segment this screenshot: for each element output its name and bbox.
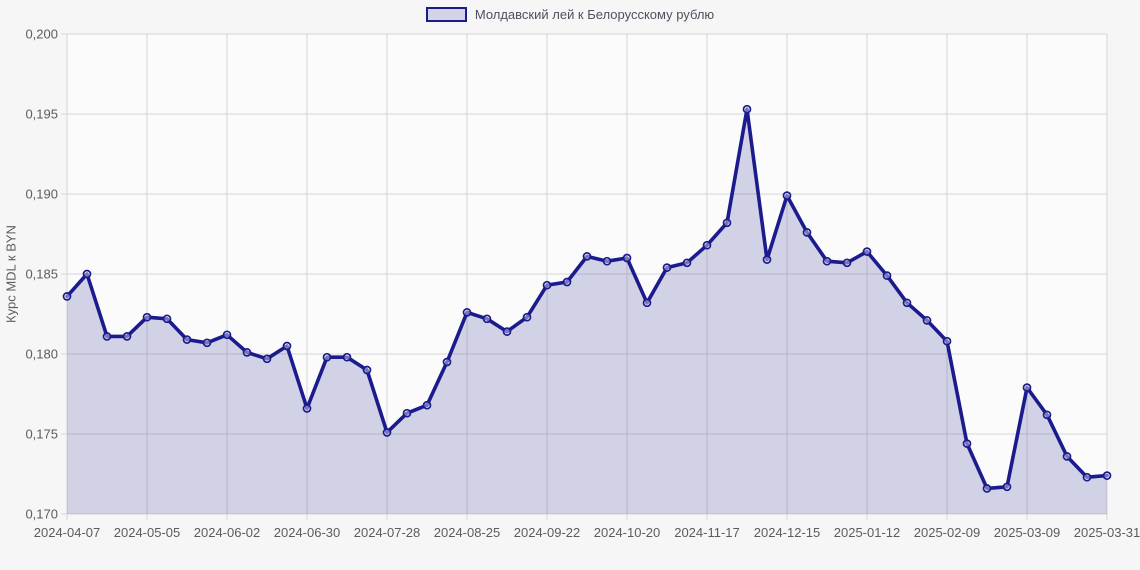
data-point-marker[interactable] xyxy=(982,484,992,493)
x-tick-label: 2025-01-12 xyxy=(834,525,901,540)
data-point-marker[interactable] xyxy=(322,352,332,362)
y-tick-label: 0,175 xyxy=(25,427,58,442)
y-tick-label: 0,185 xyxy=(25,267,58,282)
data-point-marker[interactable] xyxy=(842,258,852,268)
data-point-marker[interactable] xyxy=(62,292,72,301)
data-point-marker[interactable] xyxy=(122,332,132,341)
y-tick-label: 0,190 xyxy=(25,187,58,202)
data-point-marker[interactable] xyxy=(1022,383,1032,392)
x-tick-label: 2024-06-02 xyxy=(194,525,261,540)
x-tick-label: 2024-05-05 xyxy=(114,525,181,540)
data-point-marker[interactable] xyxy=(702,240,712,250)
data-point-marker[interactable] xyxy=(282,341,292,351)
data-point-marker[interactable] xyxy=(942,336,952,346)
data-point-marker[interactable] xyxy=(1002,482,1012,492)
data-point-marker[interactable] xyxy=(682,258,692,268)
data-point-marker[interactable] xyxy=(1102,471,1112,480)
data-point-marker[interactable] xyxy=(82,269,92,279)
data-point-marker[interactable] xyxy=(742,104,752,114)
data-point-marker[interactable] xyxy=(642,298,652,308)
data-point-marker[interactable] xyxy=(462,308,472,317)
data-point-marker[interactable] xyxy=(482,314,492,324)
data-point-marker[interactable] xyxy=(762,255,772,264)
data-point-marker[interactable] xyxy=(962,439,972,448)
data-point-marker[interactable] xyxy=(902,298,912,308)
data-point-marker[interactable] xyxy=(362,365,372,375)
data-point-marker[interactable] xyxy=(862,247,872,256)
x-tick-label: 2024-10-20 xyxy=(594,525,661,540)
x-tick-label: 2024-11-17 xyxy=(674,525,740,540)
y-axis-title: Курс MDL к BYN xyxy=(3,225,19,323)
data-point-marker[interactable] xyxy=(182,335,192,344)
area-fill xyxy=(67,109,1107,514)
data-point-marker[interactable] xyxy=(882,271,892,280)
data-point-marker[interactable] xyxy=(222,330,232,340)
data-point-marker[interactable] xyxy=(622,253,632,263)
data-point-marker[interactable] xyxy=(262,354,272,364)
data-point-marker[interactable] xyxy=(142,312,152,322)
x-tick-label: 2024-06-30 xyxy=(274,525,341,540)
data-point-marker[interactable] xyxy=(1042,410,1052,420)
y-tick-label: 0,195 xyxy=(25,107,58,122)
data-point-marker[interactable] xyxy=(782,191,792,200)
legend-label: Молдавский лей к Белорусскому рублю xyxy=(474,7,715,22)
data-point-marker[interactable] xyxy=(382,428,392,437)
legend: Молдавский лей к Белорусскому рублю xyxy=(0,7,1140,22)
rate-line xyxy=(65,107,1109,491)
x-tick-label: 2024-07-28 xyxy=(354,525,421,540)
data-point-marker[interactable] xyxy=(502,327,512,336)
x-tick-label: 2024-12-15 xyxy=(754,525,821,540)
data-point-marker[interactable] xyxy=(302,404,312,413)
x-tick-label: 2025-02-09 xyxy=(914,525,981,540)
data-point-marker[interactable] xyxy=(102,332,112,341)
data-point-marker[interactable] xyxy=(342,352,352,362)
data-point-marker[interactable] xyxy=(582,252,592,261)
data-point-marker[interactable] xyxy=(922,316,932,325)
data-point-marker[interactable] xyxy=(1062,452,1072,461)
data-point-marker[interactable] xyxy=(1082,472,1092,482)
x-tick-label: 2025-03-09 xyxy=(994,525,1061,540)
legend-swatch xyxy=(425,7,467,22)
x-tick-label: 2024-04-07 xyxy=(34,525,101,540)
data-point-marker[interactable] xyxy=(542,280,552,290)
x-tick-label: 2024-08-25 xyxy=(434,525,501,540)
y-tick-label: 0,200 xyxy=(25,27,58,42)
data-point-marker[interactable] xyxy=(522,312,532,322)
data-point-marker[interactable] xyxy=(402,408,412,418)
data-point-marker[interactable] xyxy=(202,338,212,348)
data-point-marker[interactable] xyxy=(822,256,832,266)
data-point-marker[interactable] xyxy=(162,314,172,324)
x-tick-label: 2025-03-31 xyxy=(1074,525,1140,540)
data-point-marker[interactable] xyxy=(662,263,672,272)
data-point-marker[interactable] xyxy=(602,256,612,266)
data-point-marker[interactable] xyxy=(562,277,572,287)
y-tick-label: 0,170 xyxy=(25,507,58,522)
data-point-marker[interactable] xyxy=(442,357,452,367)
data-point-marker[interactable] xyxy=(722,218,732,228)
data-point-marker[interactable] xyxy=(422,400,432,410)
y-tick-label: 0,180 xyxy=(25,347,58,362)
x-tick-label: 2024-09-22 xyxy=(514,525,581,540)
data-point-marker[interactable] xyxy=(802,228,812,237)
data-point-marker[interactable] xyxy=(242,348,252,357)
